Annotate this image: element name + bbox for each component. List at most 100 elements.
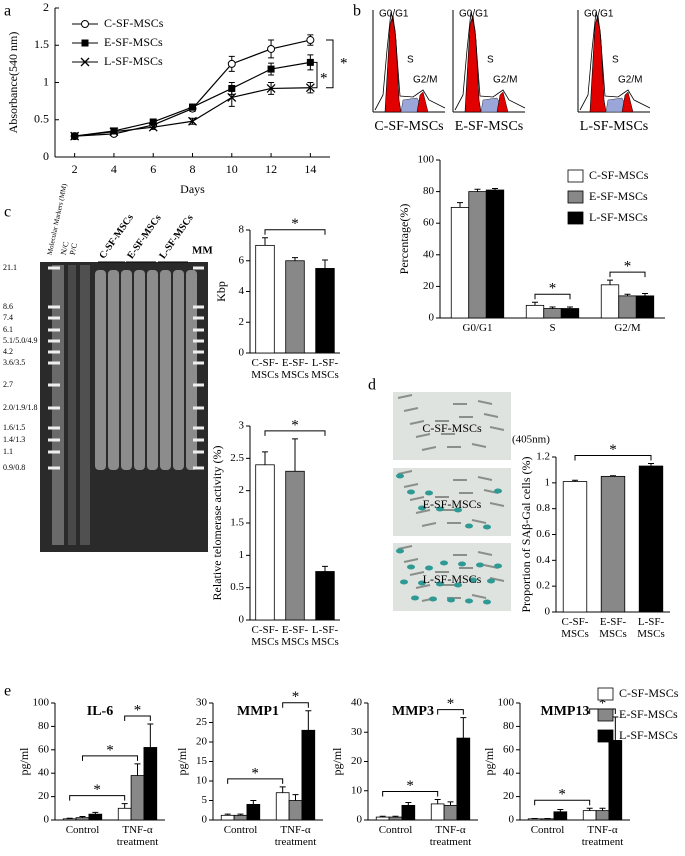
- y-tick-label: 0: [357, 814, 363, 826]
- error-bar: [262, 237, 268, 246]
- y-tick-label: 40: [503, 767, 515, 779]
- bar: [246, 804, 261, 821]
- annotation: *: [549, 281, 557, 297]
- x-tick-label: TNF-α treatment: [116, 824, 159, 848]
- y-tick-label: 1: [43, 74, 49, 88]
- y-tick-label: 0: [429, 312, 435, 324]
- micrograph-label: E-SF-MSCs: [422, 498, 482, 511]
- legend-label: L-SF-MSCs: [589, 210, 648, 224]
- bar: [600, 284, 620, 319]
- stained-cell: [465, 523, 473, 529]
- cell: [403, 558, 419, 563]
- bar: [220, 814, 235, 821]
- y-tick-label: 100: [418, 154, 435, 166]
- y-tick-label: 1.2: [536, 451, 550, 463]
- x-tick-label: E-SF-MSCs: [599, 616, 627, 640]
- error-bar: [492, 187, 498, 191]
- y-tick-label: 20: [38, 790, 50, 802]
- annotation: *: [291, 417, 299, 433]
- cell: [421, 446, 437, 451]
- error-bar: [624, 293, 631, 296]
- bar: [375, 816, 390, 821]
- x-tick-label: 14: [304, 162, 316, 176]
- y-tick-label: 30: [351, 726, 363, 738]
- x-tick-label: S: [549, 322, 556, 334]
- legend-label: E-SF-MSCs: [589, 189, 648, 203]
- micrograph-label: C-SF-MSCs: [422, 422, 482, 435]
- x-tick-label: TNF-α treatment: [274, 824, 317, 848]
- cell: [471, 443, 487, 448]
- bracket: [437, 709, 464, 715]
- bar: [130, 775, 145, 821]
- histogram-caption: E-SF-MSCs: [455, 119, 523, 134]
- y-tick-label: 20: [196, 736, 208, 748]
- bar: [527, 818, 542, 821]
- legend-label: E-SF-MSCs: [619, 707, 678, 721]
- ladder-band: [48, 406, 60, 410]
- gel-smear: [95, 270, 106, 470]
- bar: [75, 817, 90, 821]
- x-tick-label: TNF-α treatment: [581, 824, 624, 848]
- y-tick-label: 1.5: [34, 37, 49, 51]
- stained-cell: [454, 582, 462, 588]
- y-tick-label: 10: [196, 775, 208, 787]
- ladder-band: [48, 466, 60, 470]
- x-tick-label: G2/M: [614, 322, 641, 334]
- bar: [468, 191, 487, 319]
- annotation: *: [291, 216, 299, 232]
- cell: [489, 577, 505, 582]
- marker: [227, 92, 237, 102]
- marker: [149, 118, 157, 126]
- stained-cell: [483, 599, 491, 605]
- error-bar: [460, 717, 467, 739]
- y-tick-label: 60: [423, 217, 435, 229]
- ladder-band: [193, 350, 204, 354]
- cell: [397, 545, 413, 550]
- y-tick-label: 0.4: [536, 554, 550, 566]
- bracket: [312, 61, 318, 89]
- annotation: *: [447, 696, 455, 712]
- marker: [305, 83, 315, 93]
- bar: [301, 729, 316, 821]
- x-tick-label: G0/G1: [462, 322, 493, 334]
- y-tick-label: 0.5: [230, 581, 244, 593]
- ladder-band: [48, 450, 60, 454]
- y-tick-label: 0: [239, 614, 245, 626]
- error-bar: [292, 438, 298, 472]
- y-tick-label: 60: [38, 743, 50, 755]
- stained-cell: [396, 473, 404, 479]
- bar: [485, 189, 505, 319]
- histogram-caption: C-SF-MSCs: [374, 119, 443, 134]
- error-bar: [599, 807, 606, 811]
- y-tick-label: 2: [239, 484, 245, 496]
- bar: [543, 308, 562, 319]
- bracket: [82, 755, 138, 761]
- y-tick-label: 1.5: [230, 517, 244, 529]
- cell: [471, 594, 487, 599]
- x-tick-label: E-SF-MSCs: [281, 357, 309, 381]
- bracket: [609, 271, 646, 278]
- error-bar: [279, 786, 286, 793]
- annotation: *: [292, 689, 300, 705]
- panel-title: MMP13: [541, 704, 590, 719]
- panel-label: c: [4, 204, 11, 221]
- y-axis-title: pg/ml: [17, 747, 31, 776]
- ladder-band: [193, 426, 204, 430]
- stained-cell: [411, 595, 419, 601]
- peak-label: G0/G1: [459, 9, 489, 20]
- marker: [306, 58, 314, 66]
- x-tick-label: Control: [530, 824, 565, 836]
- annotation: *: [599, 695, 607, 711]
- y-tick-label: 0: [202, 814, 208, 826]
- bracket: [69, 795, 126, 801]
- bar: [525, 304, 545, 319]
- marker: [109, 127, 119, 137]
- annotation: *: [93, 782, 101, 798]
- annotation: *: [251, 765, 259, 781]
- legend-marker: [80, 57, 90, 67]
- panel-label: d: [368, 377, 376, 394]
- legend-swatch: [597, 708, 614, 722]
- bar: [443, 804, 458, 821]
- legend-swatch: [567, 190, 584, 204]
- gel-lane: [80, 265, 90, 545]
